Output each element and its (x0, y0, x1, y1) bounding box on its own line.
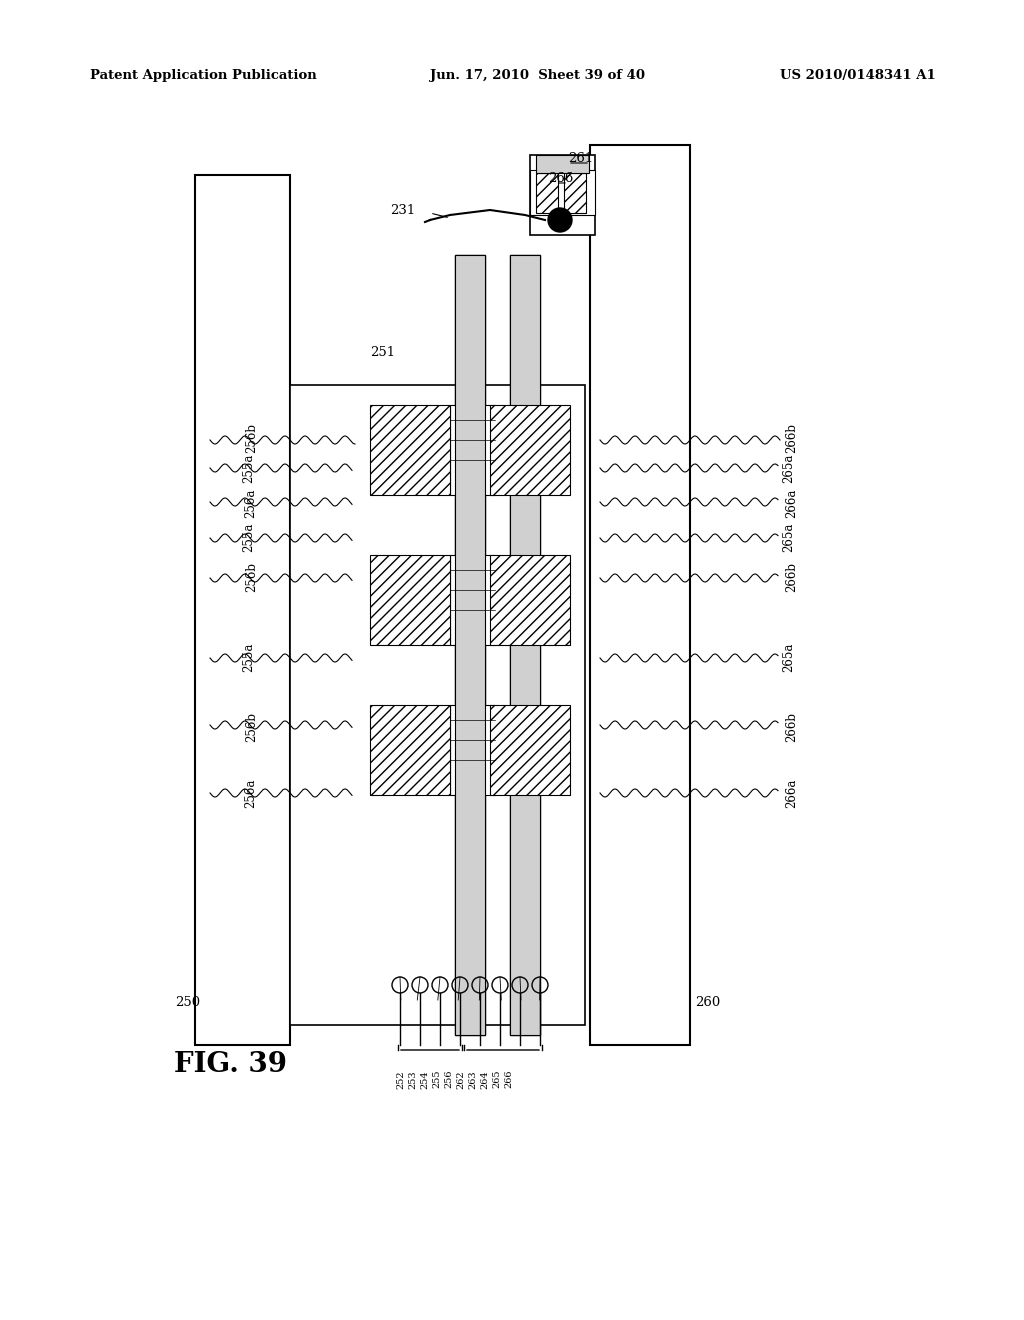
Text: 256a: 256a (244, 779, 257, 808)
Text: Patent Application Publication: Patent Application Publication (90, 69, 316, 82)
Bar (564, 173, 586, 213)
Bar (455, 255, 485, 1035)
Text: 264: 264 (480, 1071, 489, 1089)
Bar (530, 154, 595, 235)
Bar (490, 554, 570, 645)
Text: 265a: 265a (782, 643, 795, 672)
Text: 260: 260 (695, 995, 720, 1008)
Text: 256b: 256b (245, 422, 258, 453)
Bar (370, 405, 450, 495)
Text: 255a: 255a (242, 523, 255, 552)
Bar (510, 255, 540, 1035)
Text: 255a: 255a (242, 453, 255, 483)
Text: US 2010/0148341 A1: US 2010/0148341 A1 (780, 69, 936, 82)
Bar (450, 554, 495, 645)
Text: 250: 250 (175, 995, 200, 1008)
Text: 253: 253 (409, 1071, 418, 1089)
Text: 252: 252 (396, 1071, 406, 1089)
Text: 256a: 256a (244, 488, 257, 517)
Text: 266a: 266a (785, 488, 798, 517)
Text: 265: 265 (493, 1071, 502, 1089)
Text: 262: 262 (457, 1071, 466, 1089)
Text: 266: 266 (548, 172, 573, 185)
Bar (370, 554, 450, 645)
Bar (536, 173, 558, 213)
Bar (290, 385, 585, 1026)
Text: 266: 266 (505, 1071, 513, 1089)
Bar (510, 255, 540, 1035)
Text: 263: 263 (469, 1071, 477, 1089)
Text: 255a: 255a (242, 643, 255, 672)
Bar (490, 405, 570, 495)
Text: 266b: 266b (785, 422, 798, 453)
Text: 266b: 266b (785, 711, 798, 742)
Bar (455, 255, 485, 1035)
Bar (370, 705, 450, 795)
Text: FIG. 39: FIG. 39 (173, 1052, 287, 1078)
Bar (490, 705, 570, 795)
Text: Jun. 17, 2010  Sheet 39 of 40: Jun. 17, 2010 Sheet 39 of 40 (430, 69, 645, 82)
Circle shape (548, 209, 572, 232)
Bar (450, 405, 495, 495)
Bar (536, 154, 589, 173)
Text: 231: 231 (390, 203, 416, 216)
Bar (530, 170, 595, 215)
Bar (450, 705, 495, 795)
Text: 261: 261 (568, 152, 593, 165)
Bar (195, 176, 290, 1045)
Text: 255: 255 (432, 1071, 441, 1089)
Text: 254: 254 (421, 1071, 429, 1089)
Text: 266b: 266b (785, 562, 798, 591)
Text: 256b: 256b (245, 711, 258, 742)
Bar (590, 145, 690, 1045)
Text: 256: 256 (444, 1071, 454, 1089)
Text: 265a: 265a (782, 453, 795, 483)
Text: 256b: 256b (245, 562, 258, 591)
Text: 266a: 266a (785, 779, 798, 808)
Text: 251: 251 (370, 346, 395, 359)
Text: 265a: 265a (782, 523, 795, 552)
